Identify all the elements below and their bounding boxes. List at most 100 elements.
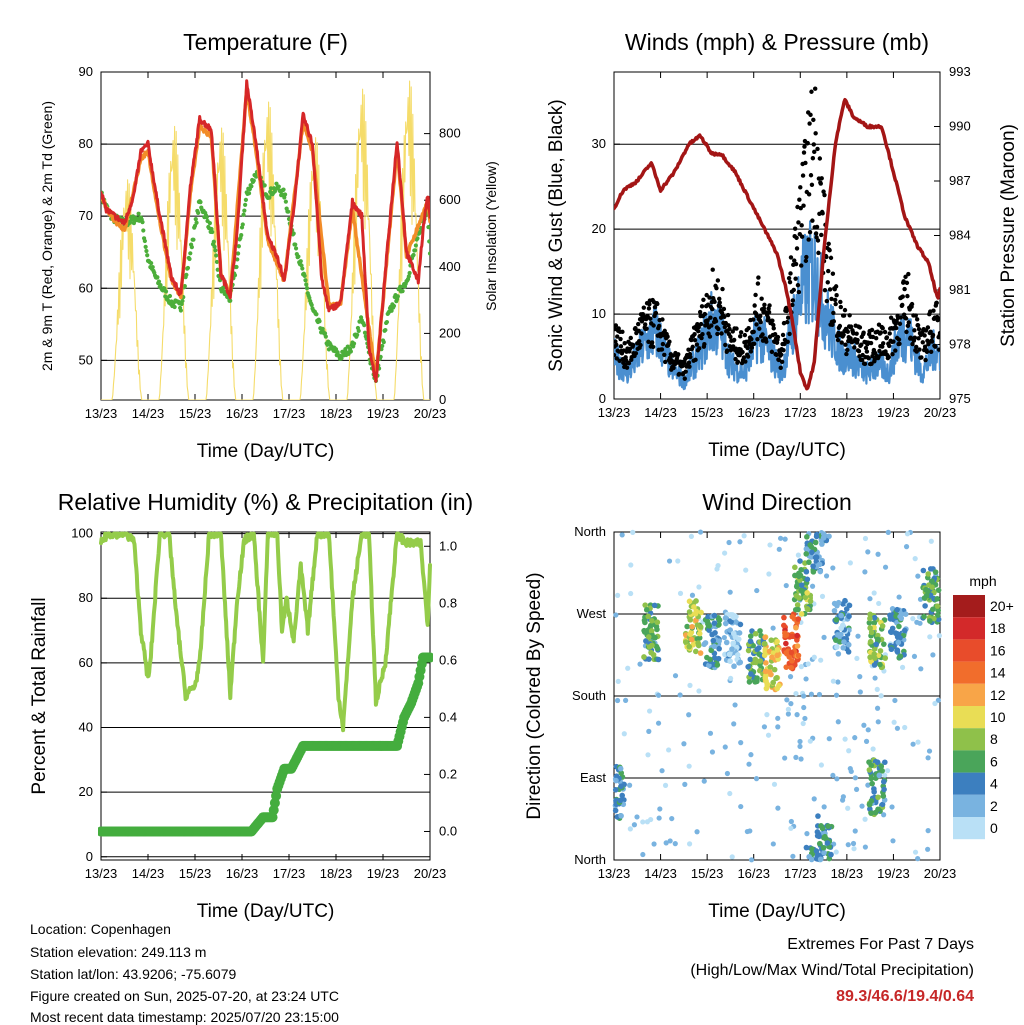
gust-point xyxy=(787,331,792,337)
direction-point xyxy=(878,763,885,770)
direction-point xyxy=(935,616,942,623)
gust-point xyxy=(880,344,885,349)
gust-point xyxy=(660,341,666,347)
gust-point xyxy=(620,329,625,335)
gust-point xyxy=(897,341,902,346)
dewpoint-point xyxy=(156,279,162,284)
gust-point xyxy=(738,334,743,339)
gust-point xyxy=(714,285,719,291)
legend-swatch xyxy=(953,750,985,773)
gust-point xyxy=(756,275,761,280)
gust-point xyxy=(687,364,692,369)
direction-point xyxy=(932,700,938,707)
dewpoint-point xyxy=(249,184,254,189)
direction-point xyxy=(642,619,648,626)
dewpoint-point xyxy=(293,246,299,251)
direction-point xyxy=(738,803,744,810)
solar-insolation-line xyxy=(101,80,430,400)
dewpoint-point xyxy=(303,278,308,283)
gust-point xyxy=(793,276,798,281)
gust-point xyxy=(813,131,818,136)
gust-point xyxy=(802,144,807,149)
direction-point xyxy=(809,549,815,556)
direction-point xyxy=(645,752,651,758)
gust-point xyxy=(804,254,809,260)
direction-point xyxy=(627,826,633,832)
gust-point xyxy=(856,348,862,354)
direction-point xyxy=(793,624,799,631)
dewpoint-point xyxy=(251,178,256,183)
direction-point xyxy=(902,724,908,731)
direction-point xyxy=(767,664,774,670)
direction-point xyxy=(869,780,875,787)
direction-point xyxy=(910,741,916,747)
direction-point xyxy=(876,600,882,607)
dewpoint-point xyxy=(314,312,319,317)
x-tick-label: 16/23 xyxy=(737,405,770,420)
direction-point xyxy=(730,640,737,647)
gust-point xyxy=(775,334,781,340)
gust-point xyxy=(752,303,757,308)
direction-point xyxy=(892,630,899,636)
direction-point xyxy=(879,623,886,629)
x-tick-label: 14/23 xyxy=(644,405,677,420)
gust-point xyxy=(749,345,755,350)
gust-point xyxy=(800,173,806,178)
dewpoint-point xyxy=(243,202,248,207)
direction-point xyxy=(793,754,799,760)
direction-point xyxy=(899,664,906,670)
gust-point xyxy=(855,337,860,343)
x-tick-label: 17/23 xyxy=(273,406,306,421)
direction-point xyxy=(646,708,653,714)
direction-point xyxy=(765,732,772,738)
x-tick-label: 20/23 xyxy=(924,405,957,420)
gust-point xyxy=(905,323,911,329)
direction-point xyxy=(867,615,873,622)
direction-point xyxy=(846,613,852,620)
direction-point xyxy=(801,693,807,699)
direction-point xyxy=(686,598,693,605)
legend-swatch xyxy=(953,817,985,840)
dewpoint-point xyxy=(283,199,288,204)
direction-point xyxy=(729,854,735,860)
gust-point xyxy=(707,295,712,300)
gust-point xyxy=(807,229,813,235)
direction-point xyxy=(795,616,802,622)
y-tick-label: 50 xyxy=(79,352,93,367)
direction-point xyxy=(925,828,931,834)
gust-point xyxy=(826,241,831,246)
direction-point xyxy=(867,638,874,645)
direction-point xyxy=(835,651,842,657)
direction-point xyxy=(833,637,839,643)
gust-point xyxy=(653,310,659,316)
gust-point xyxy=(798,205,803,211)
gust-point xyxy=(890,351,895,357)
direction-point xyxy=(804,831,810,837)
dewpoint-point xyxy=(194,220,199,225)
dewpoint-point xyxy=(383,327,388,333)
direction-point xyxy=(842,736,848,742)
gust-point xyxy=(888,315,894,320)
direction-point xyxy=(783,650,790,656)
dewpoint-point xyxy=(381,340,386,345)
direction-point xyxy=(802,594,809,601)
y2-tick-label: 200 xyxy=(439,325,461,340)
gust-point xyxy=(920,340,925,345)
direction-point xyxy=(812,554,819,561)
gust-point xyxy=(864,349,870,354)
direction-point xyxy=(865,782,871,788)
gust-point xyxy=(757,326,762,331)
y2-tick-label: 0.2 xyxy=(439,766,457,781)
dewpoint-point xyxy=(184,272,189,277)
dewpoint-point xyxy=(317,319,322,324)
dewpoint-point xyxy=(232,273,238,278)
direction-point xyxy=(915,856,921,862)
plot-frame xyxy=(100,71,431,401)
gust-point xyxy=(781,348,786,353)
legend-swatch xyxy=(953,683,985,706)
dewpoint-point xyxy=(141,228,146,233)
gust-point xyxy=(825,280,830,285)
gust-point xyxy=(722,314,727,319)
direction-point xyxy=(821,634,827,640)
